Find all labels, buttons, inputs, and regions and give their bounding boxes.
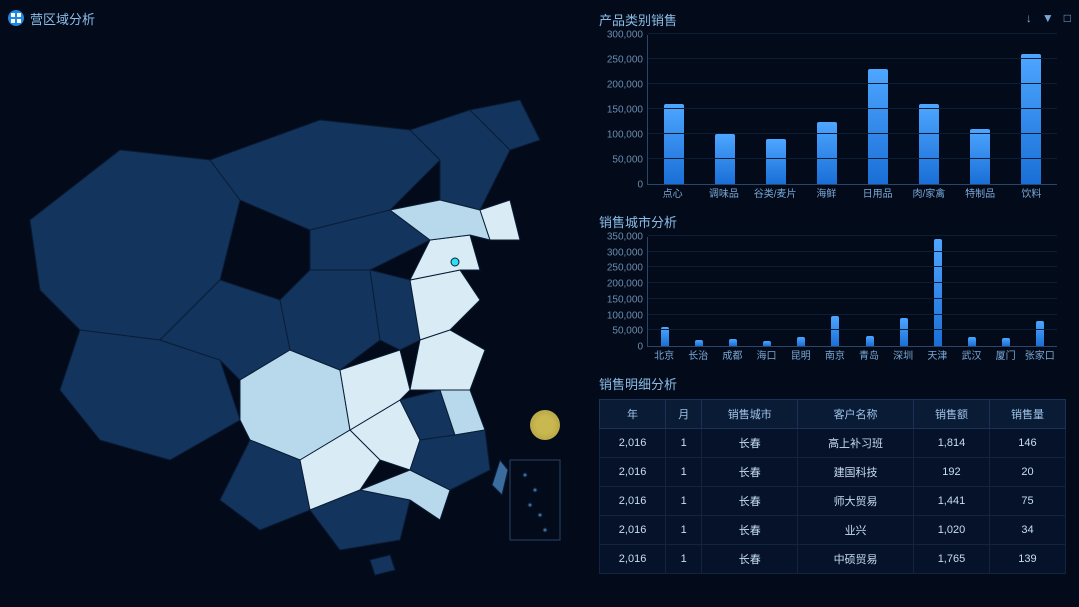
cell: 高上补习班	[798, 429, 914, 458]
bar[interactable]	[970, 129, 990, 184]
x-label: 海口	[749, 347, 783, 362]
bar[interactable]	[868, 69, 888, 184]
col-header[interactable]: 销售额	[913, 400, 989, 429]
cell: 1	[666, 545, 702, 574]
bar[interactable]	[1021, 54, 1041, 184]
page-title: 营区域分析	[30, 9, 95, 28]
cell: 建国科技	[798, 458, 914, 487]
cell: 中硕贸易	[798, 545, 914, 574]
cell: 1	[666, 516, 702, 545]
x-label: 天津	[920, 347, 954, 362]
bar[interactable]	[919, 104, 939, 184]
cell: 1	[666, 429, 702, 458]
x-label: 昆明	[784, 347, 818, 362]
x-label: 日用品	[852, 185, 903, 200]
cell: 长春	[702, 487, 798, 516]
chart2-title: 销售城市分析	[599, 212, 1070, 231]
bar[interactable]	[1036, 321, 1044, 346]
cell: 75	[989, 487, 1065, 516]
chart1-title: 产品类别销售	[599, 10, 1070, 29]
city-sales-chart[interactable]: 050,000100,000150,000200,000250,000300,0…	[645, 237, 1079, 362]
cell: 长春	[702, 458, 798, 487]
bar[interactable]	[1002, 338, 1010, 346]
x-label: 海鲜	[801, 185, 852, 200]
bar[interactable]	[664, 104, 684, 184]
bar[interactable]	[968, 337, 976, 346]
x-label: 青岛	[852, 347, 886, 362]
bar[interactable]	[763, 341, 771, 346]
x-label: 厦门	[989, 347, 1023, 362]
cell: 192	[913, 458, 989, 487]
cell: 146	[989, 429, 1065, 458]
bar[interactable]	[766, 139, 786, 184]
x-label: 成都	[715, 347, 749, 362]
x-label: 肉/家禽	[903, 185, 954, 200]
cell: 业兴	[798, 516, 914, 545]
x-label: 张家口	[1023, 347, 1057, 362]
table-title: 销售明细分析	[599, 374, 1070, 393]
x-label: 谷类/麦片	[750, 185, 801, 200]
bar[interactable]	[817, 122, 837, 185]
col-header[interactable]: 月	[666, 400, 702, 429]
cell: 长春	[702, 516, 798, 545]
x-label: 饮料	[1006, 185, 1057, 200]
cell: 长春	[702, 429, 798, 458]
col-header[interactable]: 销售量	[989, 400, 1065, 429]
map-panel	[10, 40, 580, 580]
col-header[interactable]: 客户名称	[798, 400, 914, 429]
sales-detail-table: 年月销售城市客户名称销售额销售量 2,0161长春高上补习班1,8141462,…	[599, 399, 1066, 574]
cell: 2,016	[600, 429, 666, 458]
table-row[interactable]: 2,0161长春建国科技19220	[600, 458, 1066, 487]
table-row[interactable]: 2,0161长春师大贸易1,44175	[600, 487, 1066, 516]
col-header[interactable]: 销售城市	[702, 400, 798, 429]
x-label: 武汉	[954, 347, 988, 362]
bar[interactable]	[900, 318, 908, 346]
x-label: 北京	[647, 347, 681, 362]
cell: 2,016	[600, 487, 666, 516]
product-category-chart[interactable]: 050,000100,000150,000200,000250,000300,0…	[645, 35, 1079, 200]
cell: 139	[989, 545, 1065, 574]
cell: 1	[666, 458, 702, 487]
table-row[interactable]: 2,0161长春中硕贸易1,765139	[600, 545, 1066, 574]
cell: 1,020	[913, 516, 989, 545]
cell: 1,765	[913, 545, 989, 574]
table-row[interactable]: 2,0161长春业兴1,02034	[600, 516, 1066, 545]
bar[interactable]	[695, 340, 703, 346]
cell: 20	[989, 458, 1065, 487]
bar[interactable]	[831, 316, 839, 346]
bar[interactable]	[866, 336, 874, 346]
col-header[interactable]: 年	[600, 400, 666, 429]
cell: 1	[666, 487, 702, 516]
x-label: 长治	[681, 347, 715, 362]
cell: 2,016	[600, 516, 666, 545]
cell: 34	[989, 516, 1065, 545]
bar[interactable]	[715, 134, 735, 184]
table-row[interactable]: 2,0161长春高上补习班1,814146	[600, 429, 1066, 458]
right-column: 产品类别销售 050,000100,000150,000200,000250,0…	[595, 6, 1070, 574]
header-left: 营区域分析	[8, 9, 95, 28]
bar[interactable]	[729, 339, 737, 346]
cell: 2,016	[600, 458, 666, 487]
cell: 师大贸易	[798, 487, 914, 516]
cell: 长春	[702, 545, 798, 574]
x-label: 点心	[647, 185, 698, 200]
cell: 2,016	[600, 545, 666, 574]
china-map[interactable]	[10, 40, 580, 580]
x-label: 特制品	[955, 185, 1006, 200]
x-label: 深圳	[886, 347, 920, 362]
apps-icon[interactable]	[8, 10, 24, 26]
x-label: 南京	[818, 347, 852, 362]
bar[interactable]	[797, 337, 805, 346]
cell: 1,814	[913, 429, 989, 458]
highlight-dot	[530, 410, 560, 440]
x-label: 调味品	[698, 185, 749, 200]
cell: 1,441	[913, 487, 989, 516]
